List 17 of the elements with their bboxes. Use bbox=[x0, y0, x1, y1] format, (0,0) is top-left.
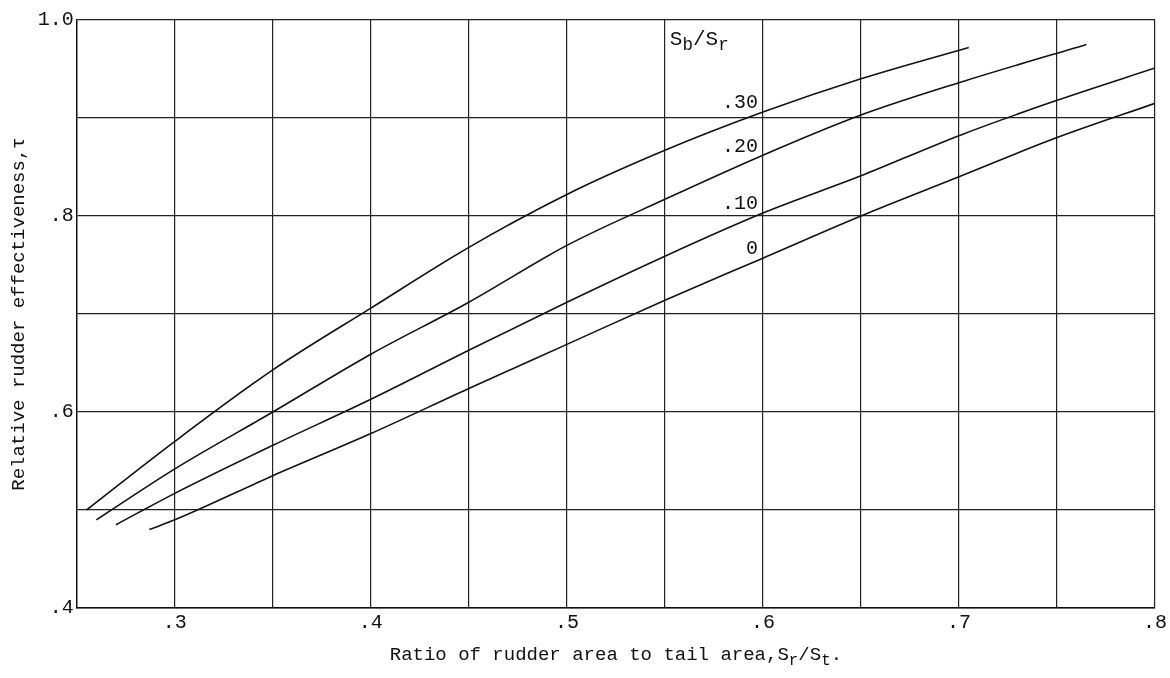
series-label: .20 bbox=[721, 134, 758, 158]
series-label: .30 bbox=[721, 91, 758, 115]
x-tick-label: .4 bbox=[358, 611, 383, 635]
x-tick-label: .8 bbox=[1142, 611, 1168, 635]
y-tick-label: .6 bbox=[49, 400, 74, 424]
y-tick-label: .8 bbox=[49, 204, 74, 228]
series-label: 0 bbox=[745, 237, 758, 261]
x-tick-label: .5 bbox=[554, 611, 579, 635]
series-label: .10 bbox=[721, 192, 758, 216]
y-axis-title: Relative rudder effectiveness,τ bbox=[8, 137, 31, 491]
x-tick-label: .7 bbox=[946, 611, 971, 635]
x-tick-label: .6 bbox=[750, 611, 775, 635]
y-tick-label: .4 bbox=[49, 596, 74, 620]
y-tick-label: 1.0 bbox=[37, 8, 74, 32]
x-axis-title: Ratio of rudder area to tail area,S$_{r}$/S$_{t}$. bbox=[389, 644, 843, 670]
legend-title: S$_{b}$/S$_{r}$ bbox=[669, 28, 729, 56]
x-tick-label: .3 bbox=[162, 611, 187, 635]
